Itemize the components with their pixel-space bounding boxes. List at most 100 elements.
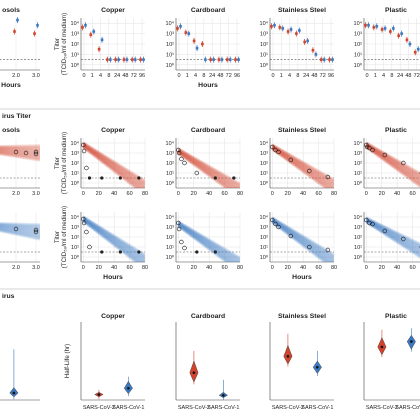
violin-body bbox=[283, 344, 293, 365]
titer-point bbox=[273, 147, 278, 153]
decay-fan-line bbox=[0, 148, 40, 155]
x-tick-label: 48 bbox=[217, 73, 223, 79]
decay-fan bbox=[177, 220, 240, 262]
decay-fan-line bbox=[271, 217, 334, 259]
decay-fan bbox=[0, 221, 40, 241]
x-tick-label: 4 bbox=[99, 73, 102, 79]
x-tick-label: 3.0 bbox=[32, 73, 40, 79]
decay-fan-line bbox=[177, 151, 229, 188]
y-tick-label: 10² bbox=[71, 161, 79, 167]
decay-fan-line bbox=[0, 224, 40, 232]
decay-fan-line bbox=[271, 220, 328, 262]
decay-fan-line bbox=[82, 215, 145, 258]
decay-fan-line bbox=[0, 229, 40, 241]
decay-fan-line bbox=[0, 146, 40, 151]
category-label: SARS-CoV-1 bbox=[301, 405, 333, 411]
mean-titer-point bbox=[270, 25, 273, 28]
y-tick-label: 10⁰ bbox=[166, 62, 175, 69]
decay-fan-line bbox=[0, 144, 40, 149]
x-tick-label: 20 bbox=[285, 265, 291, 271]
x-tick-label: 72 bbox=[320, 73, 326, 79]
titer-point bbox=[307, 244, 312, 250]
x-tick-label: 0 bbox=[271, 265, 274, 271]
titer-point bbox=[364, 217, 369, 223]
y-tick-label: 10⁰ bbox=[354, 180, 363, 187]
chart-panel-c-2: 10⁰ 10¹ 10² 10³ 10⁴ 0 20 40 60 80 Hours Titer (TCID₅… bbox=[54, 206, 148, 281]
chart-panel-c-1: 1.02.03.0 bbox=[0, 212, 40, 271]
decay-fan-line bbox=[0, 226, 40, 236]
y-tick-label: 10⁴ bbox=[260, 20, 269, 27]
decay-fan-line bbox=[0, 147, 40, 153]
decay-fan-line bbox=[271, 218, 334, 262]
titer-point bbox=[33, 227, 39, 233]
x-tick-label: 0 bbox=[177, 191, 180, 197]
x-tick-label: 48 bbox=[122, 73, 128, 79]
x-tick-label: 72 bbox=[414, 73, 420, 79]
decay-fan-line bbox=[82, 145, 139, 188]
x-tick-label: 8 bbox=[390, 73, 393, 79]
x-tick-label: 24 bbox=[209, 73, 215, 79]
x-tick-label: 96 bbox=[234, 73, 240, 79]
mean-titer-point bbox=[220, 58, 224, 61]
y-axis-title-units: (TCID₅₀/ml of medium) bbox=[61, 206, 68, 268]
titer-point bbox=[273, 221, 278, 227]
median-marker bbox=[97, 393, 101, 396]
decay-fan-line bbox=[82, 219, 142, 262]
category-label: SARS-CoV-2 bbox=[83, 405, 115, 411]
x-tick-label: 40 bbox=[300, 265, 306, 271]
decay-fan bbox=[82, 215, 145, 262]
titer-point bbox=[87, 244, 92, 250]
mean-titer-point bbox=[372, 26, 376, 29]
decay-fan-line bbox=[365, 218, 420, 252]
y-tick-label: 10⁴ bbox=[71, 214, 80, 221]
titer-point bbox=[382, 152, 388, 158]
titer-point bbox=[364, 142, 369, 148]
decay-fan-line bbox=[0, 151, 40, 161]
mean-titer-point bbox=[97, 47, 101, 51]
decay-fan-line bbox=[177, 220, 240, 261]
y-tick-label: 10³ bbox=[166, 32, 174, 38]
decay-fan-line bbox=[365, 217, 420, 250]
decay-fan-line bbox=[0, 228, 40, 240]
decay-fan-line bbox=[177, 223, 234, 262]
titer-point bbox=[81, 142, 86, 148]
y-axis-title: Titer bbox=[54, 231, 61, 243]
titer-point bbox=[370, 221, 375, 227]
titer-point bbox=[176, 150, 182, 156]
mean-titer-point bbox=[114, 58, 117, 61]
mean-titer-point bbox=[228, 58, 232, 61]
panel-title: Stainless Steel bbox=[278, 7, 326, 14]
decay-fan-line bbox=[271, 145, 334, 188]
titer-point bbox=[81, 148, 87, 154]
decay-fan bbox=[0, 144, 40, 162]
mean-titer-point bbox=[117, 58, 120, 61]
mean-titer-point bbox=[273, 23, 276, 27]
x-tick-label: 40 bbox=[394, 265, 400, 271]
decay-fan-line bbox=[365, 144, 420, 183]
below-limit-point bbox=[118, 176, 122, 180]
titer-point bbox=[307, 168, 312, 174]
titer-point bbox=[33, 151, 39, 157]
y-tick-label: 10⁴ bbox=[166, 20, 175, 27]
decay-fan-line bbox=[271, 216, 334, 258]
y-tick-label: 10² bbox=[354, 42, 362, 48]
decay-fan-line bbox=[177, 147, 240, 186]
panel-title: Stainless Steel bbox=[278, 127, 326, 134]
mean-titer-point bbox=[139, 58, 142, 61]
decay-fan-line bbox=[271, 145, 334, 188]
below-limit-point bbox=[232, 176, 236, 180]
mean-titer-point bbox=[109, 58, 112, 61]
x-tick-label: 0 bbox=[365, 73, 368, 79]
mean-titer-point bbox=[322, 58, 326, 61]
decay-fan-line bbox=[0, 222, 40, 228]
chart-panel-d-1 bbox=[0, 349, 40, 401]
decay-fan-line bbox=[177, 148, 240, 188]
decay-fan-line bbox=[365, 143, 420, 182]
x-tick-label: 1 bbox=[280, 73, 283, 79]
mean-titer-point bbox=[204, 58, 207, 61]
titer-point bbox=[270, 217, 275, 223]
titer-point bbox=[84, 229, 89, 235]
